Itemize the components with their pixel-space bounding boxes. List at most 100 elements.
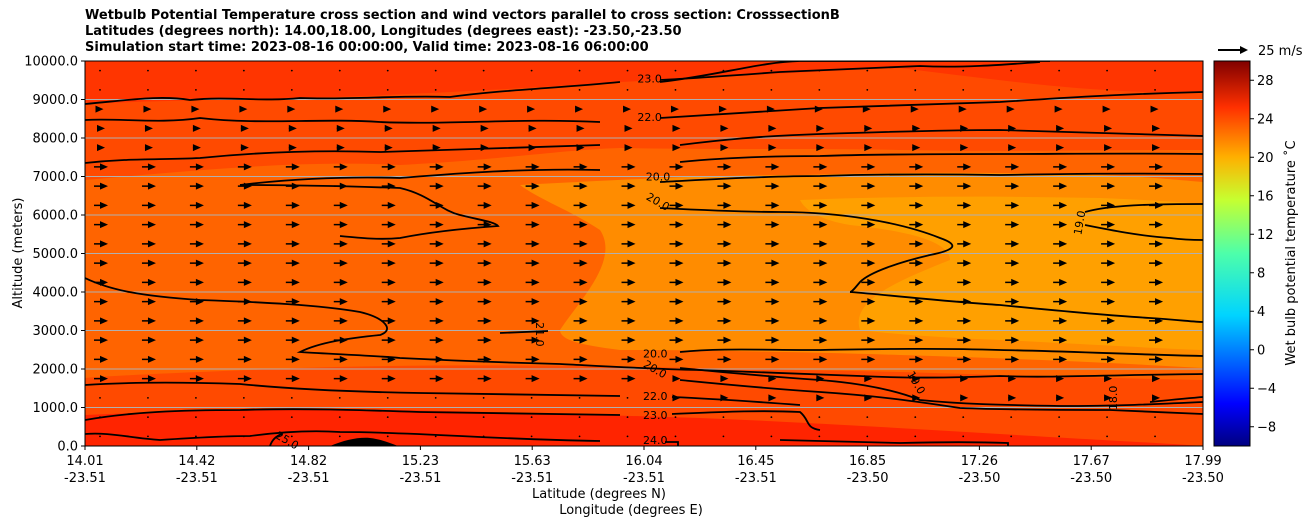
- wind-vector-head: [483, 182, 492, 190]
- x-tick-label-lat: 16.04: [625, 454, 662, 469]
- wind-vector-head: [675, 298, 684, 306]
- wind-vector-head: [864, 144, 873, 152]
- wind-vector-head: [963, 355, 972, 363]
- contour-24: [85, 430, 679, 446]
- wind-vector-head: [723, 259, 732, 267]
- contour-23-upper: [85, 61, 1041, 105]
- wind-vector-head: [867, 336, 876, 344]
- wind-vector-head: [958, 105, 967, 113]
- wind-vector-head: [243, 317, 252, 325]
- wind-vector-head: [1059, 355, 1068, 363]
- wind-vector-head: [963, 240, 972, 248]
- wind-vector-head: [147, 259, 156, 267]
- wind-vector-dot: [818, 435, 821, 438]
- wind-vector-head: [723, 240, 732, 248]
- wind-vector-dot: [1154, 69, 1156, 72]
- colorbar-label: Wet bulb potential temperature ˚C: [1283, 140, 1299, 365]
- wind-vector-dot: [386, 69, 389, 72]
- x-tick-label-lon: -23.50: [1070, 471, 1112, 486]
- wind-vector-dot: [866, 69, 869, 72]
- wind-vector-head: [1150, 105, 1159, 113]
- contour-18: [679, 379, 1203, 415]
- wind-vector-head: [1059, 240, 1068, 248]
- wind-vector-head: [195, 375, 204, 383]
- colorbar-tick-label: 8: [1257, 266, 1265, 281]
- wind-vector-head: [147, 240, 156, 248]
- contour-label: 20.0: [646, 171, 671, 184]
- wind-vector-head: [1107, 298, 1116, 306]
- wind-vector-head: [291, 278, 300, 286]
- wind-vector-head: [435, 259, 444, 267]
- wind-vector-head: [1104, 144, 1113, 152]
- wind-vector-head: [670, 105, 679, 113]
- wind-vector-head: [627, 259, 636, 267]
- wind-vector-dot: [578, 416, 581, 419]
- wind-vector-head: [243, 259, 252, 267]
- wind-vector-head: [675, 163, 684, 171]
- contour-label: 21.0: [533, 322, 546, 347]
- wind-vector-head: [527, 105, 536, 113]
- wind-vector-head: [675, 221, 684, 229]
- wind-vector-dot: [962, 69, 965, 72]
- wind-vector-head: [479, 105, 488, 113]
- wind-vector-head: [1059, 298, 1068, 306]
- wind-vector-dot: [1154, 88, 1156, 91]
- x-tick-label-lon: -23.51: [735, 471, 777, 486]
- colorbar-tick-label: 0: [1257, 343, 1265, 358]
- wind-vector-dot: [722, 416, 725, 419]
- wind-vector-head: [963, 201, 972, 209]
- wind-vector-head: [243, 240, 252, 248]
- wind-vector-head: [579, 259, 588, 267]
- wind-vector-dot: [962, 88, 965, 91]
- wind-vector-head: [816, 144, 825, 152]
- y-tick-label: 3000.0: [33, 324, 79, 339]
- colorbar-gradient: [1213, 60, 1251, 447]
- wind-vector-dot: [1010, 435, 1013, 438]
- wind-vector-head: [339, 259, 348, 267]
- wind-vector-head: [1011, 298, 1020, 306]
- wind-vector-head: [819, 182, 828, 190]
- wind-vector-head: [723, 317, 732, 325]
- wind-vector-head: [627, 182, 636, 190]
- wind-vector-head: [771, 259, 780, 267]
- x-tick-label-lon: -23.51: [399, 471, 441, 486]
- colorbar-tick-label: 20: [1257, 151, 1274, 166]
- wind-vector-head: [912, 144, 921, 152]
- x-axis: 14.01 -23.51 14.42 -23.51 14.82 -23.51 15.23 -2…: [64, 446, 1224, 486]
- wind-vector-head: [483, 240, 492, 248]
- wind-vector-head: [531, 201, 540, 209]
- wind-vector-head: [915, 240, 924, 248]
- x-tick-label-lat: 14.82: [290, 454, 327, 469]
- wind-vector-head: [243, 336, 252, 344]
- wind-vector-head: [192, 124, 201, 132]
- wind-vector-dot: [1058, 435, 1061, 438]
- wind-vector-head: [1107, 336, 1116, 344]
- wind-vector-head: [1102, 105, 1111, 113]
- wind-vector-dot: [338, 396, 341, 399]
- wind-vector-head: [1155, 182, 1164, 190]
- wind-vector-dot: [195, 416, 197, 419]
- wind-vector-head: [672, 124, 681, 132]
- wind-vector-dot: [866, 88, 869, 91]
- wind-vector-head: [97, 124, 105, 132]
- chart-title-line-2: Latitudes (degrees north): 14.00,18.00, …: [85, 24, 682, 39]
- y-tick-label: 0.0: [57, 440, 78, 455]
- contour-20-b: [659, 207, 954, 293]
- wind-vector-dot: [99, 435, 101, 438]
- x-axis-label-lon: Longitude (degrees E): [559, 503, 703, 518]
- wind-vector-head: [339, 240, 348, 248]
- contour-23-top: [659, 61, 1050, 83]
- wind-vector-head: [287, 105, 296, 113]
- wind-vector-dot: [434, 416, 437, 419]
- x-tick-label-lon: -23.50: [958, 471, 1000, 486]
- wind-vector-head: [867, 298, 876, 306]
- wind-vector-head: [575, 105, 584, 113]
- wind-vector-head: [1104, 124, 1113, 132]
- wind-vector-head: [291, 163, 300, 171]
- wind-vector-head: [720, 124, 729, 132]
- wind-vector-head: [483, 317, 492, 325]
- wind-vector-head: [675, 317, 684, 325]
- wind-vector-head: [531, 240, 540, 248]
- wind-vector-dot: [147, 69, 149, 72]
- wind-vector-head: [147, 298, 156, 306]
